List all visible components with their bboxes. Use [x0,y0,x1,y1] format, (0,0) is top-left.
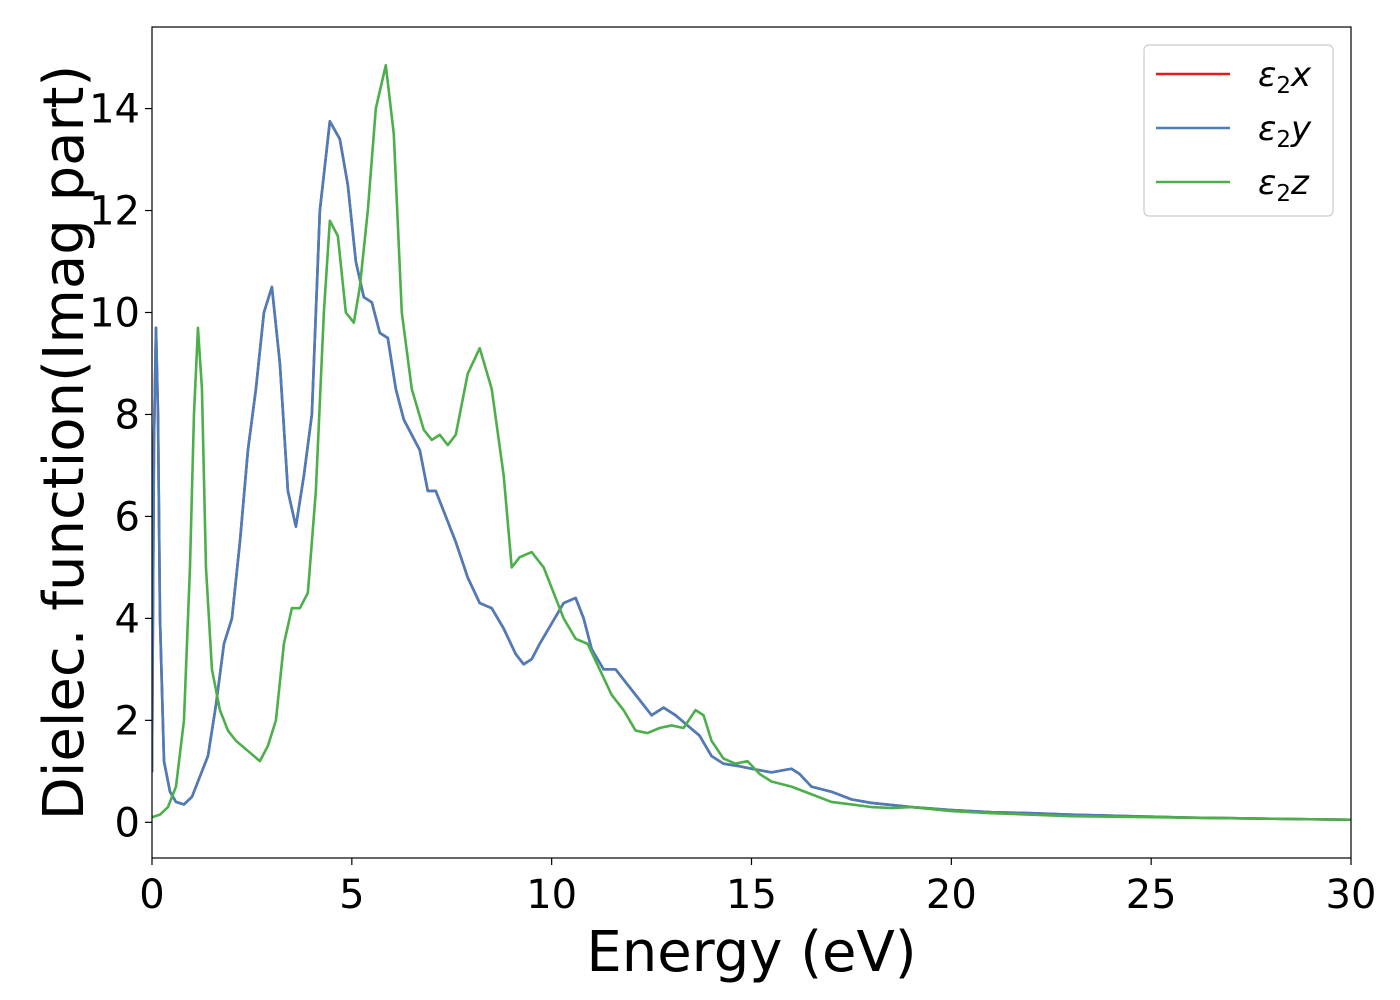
series-line-y [152,120,1351,822]
y-tick-label: 2 [115,698,140,744]
y-tick-label: 12 [89,189,140,235]
y-tick-label: 10 [89,290,140,336]
y-axis-title: Dielec. function(Imag part) [32,65,97,821]
x-tick-label: 0 [139,872,164,918]
x-tick-label: 15 [726,872,777,918]
y-tick-label: 0 [115,800,140,846]
legend-frame [1143,44,1334,217]
series-layer [152,63,1351,822]
legend-label-y: ε2y [1258,109,1312,153]
legend: ε2x ε2y ε2z [1143,44,1334,217]
y-tick-label: 4 [115,596,140,642]
x-tick-label: 20 [926,872,977,918]
x-axis: 0 5 10 15 20 25 30 [139,858,1376,918]
x-tick-label: 5 [339,872,364,918]
legend-label-z: ε2z [1258,163,1310,207]
legend-label-x: ε2x [1258,55,1312,99]
series-line-z [152,63,1351,822]
x-axis-title: Energy (eV) [586,920,916,985]
y-axis: 0 2 4 6 8 10 12 14 [89,87,152,846]
x-tick-label: 10 [526,872,577,918]
y-tick-label: 8 [115,392,140,438]
y-tick-label: 6 [115,494,140,540]
x-tick-label: 30 [1326,872,1377,918]
y-tick-label: 14 [89,87,140,133]
x-tick-label: 25 [1126,872,1177,918]
